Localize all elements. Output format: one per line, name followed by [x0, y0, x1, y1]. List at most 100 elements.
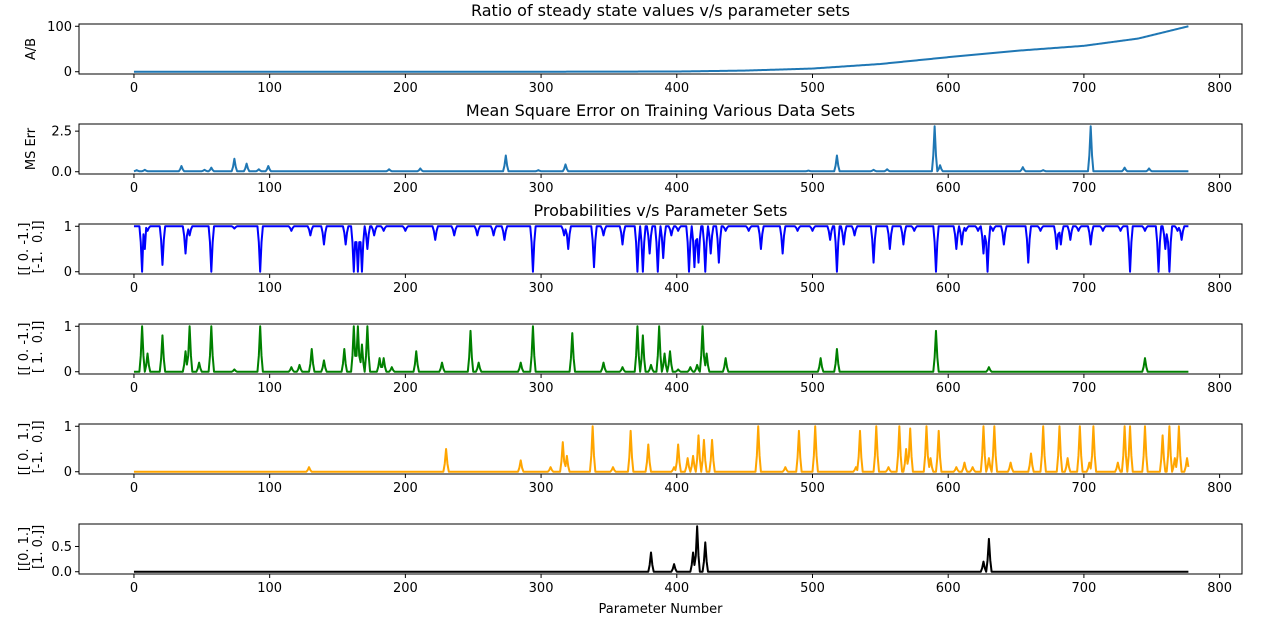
series-line-2-1 — [133, 125, 1189, 173]
x-tick-label: 400 — [664, 481, 689, 496]
x-tick-label: 600 — [936, 81, 961, 96]
y-tick-label: 1 — [64, 220, 72, 235]
x-tick-label: 100 — [257, 281, 282, 296]
y-axis-label: [[ 0. -1.] [ 1. 0.]] — [17, 321, 46, 378]
axes-frame — [78, 523, 1243, 575]
subplot-2: Mean Square Error on Training Various Da… — [24, 101, 1243, 196]
x-tick-label: 700 — [1071, 381, 1096, 396]
x-tick-label: 600 — [936, 581, 961, 596]
x-tick-label: 500 — [800, 281, 825, 296]
x-tick-label: 600 — [936, 281, 961, 296]
x-tick-label: 400 — [664, 281, 689, 296]
x-tick-label: 300 — [529, 481, 554, 496]
x-tick-label: 600 — [936, 381, 961, 396]
x-tick-label: 500 — [800, 581, 825, 596]
x-tick-label: 200 — [393, 281, 418, 296]
subplot-1: Ratio of steady state values v/s paramet… — [24, 1, 1243, 96]
x-tick-label: 800 — [1207, 481, 1232, 496]
x-tick-label: 800 — [1207, 181, 1232, 196]
subplot-5: 0 100 200 300 400 500 600 700 800 0 1 [[ 0. 1.] [-1… — [17, 420, 1243, 496]
subplot-4: 0 100 200 300 400 500 600 700 800 0 1 [[ 0. -1.] [ … — [17, 320, 1243, 396]
y-axis-label-line: [[ 0. 1.] — [17, 423, 32, 475]
series-line-4-1 — [133, 325, 1189, 373]
x-tick-label: 0 — [130, 81, 138, 96]
y-tick-label: 0.0 — [51, 165, 72, 180]
x-tick-label: 200 — [393, 181, 418, 196]
x-tick-label: 600 — [936, 181, 961, 196]
y-tick-label: 0 — [64, 365, 72, 380]
y-axis-label-line: [[0. 1.] — [17, 527, 32, 571]
x-tick-label: 500 — [800, 481, 825, 496]
x-tick-label: 500 — [800, 181, 825, 196]
x-tick-label: 300 — [529, 581, 554, 596]
x-tick-label: 200 — [393, 81, 418, 96]
x-tick-label: 0 — [130, 481, 138, 496]
x-axis-label: Parameter Number — [599, 602, 724, 617]
x-tick-label: 500 — [800, 381, 825, 396]
y-tick-label: 0 — [64, 465, 72, 480]
x-tick-label: 300 — [529, 181, 554, 196]
x-tick-label: 700 — [1071, 181, 1096, 196]
y-axis-label: [[0. 1.] [1. 0.]] — [17, 525, 46, 573]
x-tick-label: 700 — [1071, 481, 1096, 496]
subplots: Ratio of steady state values v/s paramet… — [17, 1, 1243, 617]
x-tick-label: 200 — [393, 581, 418, 596]
x-tick-label: 0 — [130, 281, 138, 296]
y-axis-label-line: [ 1. 0.]] — [31, 321, 46, 378]
x-tick-label: 700 — [1071, 281, 1096, 296]
x-tick-label: 100 — [257, 381, 282, 396]
y-tick-label: 100 — [47, 20, 72, 35]
axes-frame — [78, 323, 1243, 375]
x-tick-label: 200 — [393, 381, 418, 396]
subplot-title: Probabilities v/s Parameter Sets — [533, 201, 787, 220]
axes-frame — [78, 123, 1243, 175]
y-tick-label: 0.5 — [51, 540, 72, 555]
y-tick-label: 0 — [64, 265, 72, 280]
y-axis-label-line: [-1. 0.]] — [31, 420, 46, 477]
subplot-6: 0 100 200 300 400 500 600 700 800 0.0 0.5 [[0. 1.] … — [17, 523, 1243, 617]
y-axis-label-line: [[ 0. -1.] — [17, 223, 32, 276]
x-tick-label: 100 — [257, 81, 282, 96]
y-axis-label-line: MS Err — [24, 127, 39, 170]
x-tick-label: 800 — [1207, 281, 1232, 296]
y-axis-label-line: [-1. 0.]] — [31, 220, 46, 277]
y-tick-label: 0.0 — [51, 565, 72, 580]
x-tick-label: 400 — [664, 381, 689, 396]
axes-frame — [78, 423, 1243, 475]
x-tick-label: 0 — [130, 181, 138, 196]
y-axis-label-line: [[ 0. -1.] — [17, 323, 32, 376]
axes-frame — [78, 23, 1243, 75]
x-tick-label: 200 — [393, 481, 418, 496]
x-tick-label: 800 — [1207, 581, 1232, 596]
y-axis-label: [[ 0. 1.] [-1. 0.]] — [17, 420, 46, 477]
x-tick-label: 500 — [800, 81, 825, 96]
y-axis-label: A/B — [24, 38, 39, 60]
x-tick-label: 100 — [257, 481, 282, 496]
subplot-title: Mean Square Error on Training Various Da… — [466, 101, 855, 120]
y-tick-label: 2.5 — [51, 125, 72, 140]
y-axis-label-line: [1. 0.]] — [31, 525, 46, 573]
y-axis-label: [[ 0. -1.] [-1. 0.]] — [17, 220, 46, 277]
y-tick-label: 1 — [64, 320, 72, 335]
x-tick-label: 600 — [936, 481, 961, 496]
axes-frame — [78, 223, 1243, 275]
series-line-3-1 — [133, 225, 1189, 273]
x-tick-label: 100 — [257, 181, 282, 196]
x-tick-label: 300 — [529, 281, 554, 296]
x-tick-label: 0 — [130, 581, 138, 596]
y-tick-label: 1 — [64, 420, 72, 435]
x-tick-label: 300 — [529, 381, 554, 396]
y-axis-label: MS Err — [24, 127, 39, 170]
subplot-title: Ratio of steady state values v/s paramet… — [471, 1, 850, 20]
series-line-5-1 — [133, 425, 1190, 473]
x-tick-label: 400 — [664, 181, 689, 196]
x-tick-label: 300 — [529, 81, 554, 96]
y-axis-label-line: A/B — [24, 38, 39, 60]
y-tick-label: 0 — [64, 65, 72, 80]
series-line-1-1 — [133, 25, 1189, 73]
x-tick-label: 400 — [664, 81, 689, 96]
x-tick-label: 0 — [130, 381, 138, 396]
subplot-3: Probabilities v/s Parameter Sets 0 100 200 3… — [17, 201, 1243, 296]
